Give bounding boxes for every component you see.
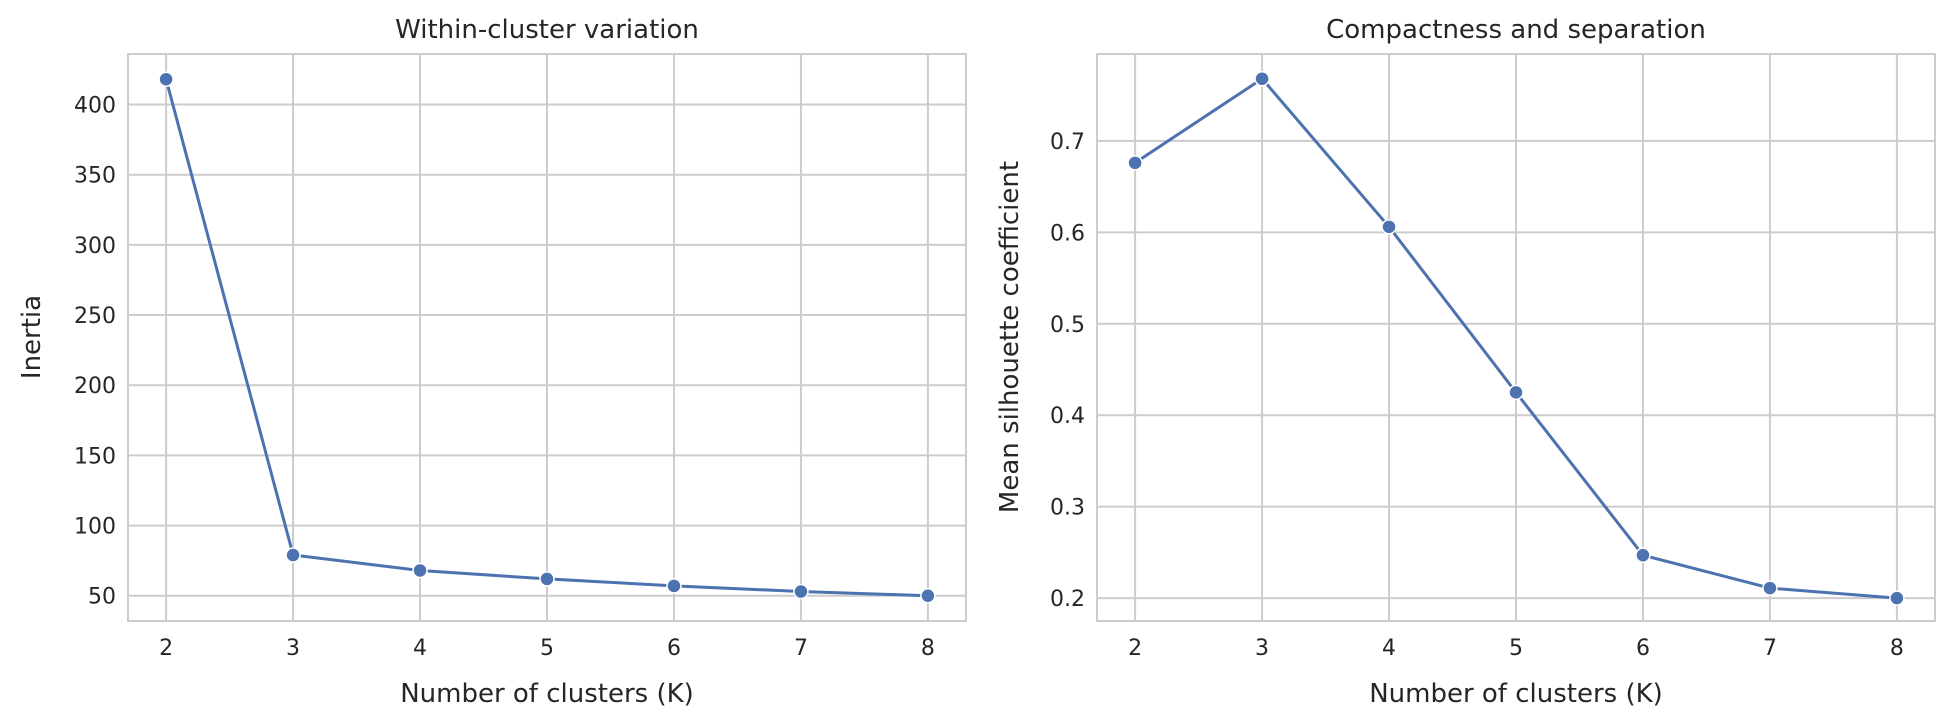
silhouette-x-tick-label: 4: [1382, 636, 1396, 661]
inertia-chart-title: Within-cluster variation: [395, 15, 699, 45]
silhouette-x-tick-label: 2: [1128, 636, 1142, 661]
inertia-grid: [128, 54, 966, 621]
silhouette-data-point: [1762, 580, 1778, 596]
inertia-x-tick-label: 6: [667, 636, 681, 661]
inertia-y-tick-label: 300: [74, 234, 116, 259]
inertia-y-tick-label: 250: [74, 304, 116, 329]
inertia-data-point: [539, 571, 555, 587]
silhouette-y-tick-label: 0.2: [1050, 587, 1085, 612]
inertia-data-point: [666, 578, 682, 594]
silhouette-y-tick-label: 0.5: [1050, 313, 1085, 338]
inertia-y-tick-label: 100: [74, 515, 116, 540]
inertia-plot-frame: [127, 53, 967, 622]
silhouette-y-axis-label: Mean silhouette coefficient: [995, 161, 1025, 513]
inertia-data-point: [158, 71, 174, 88]
inertia-y-axis-label: Inertia: [17, 295, 47, 379]
silhouette-y-tick-label: 0.4: [1050, 404, 1085, 429]
silhouette-data-point: [1508, 384, 1524, 401]
silhouette-chart-title: Compactness and separation: [1326, 15, 1706, 45]
silhouette-x-tick-label: 7: [1763, 636, 1777, 661]
silhouette-chart-panel: Compactness and separation Number of clu…: [995, 15, 1936, 709]
silhouette-plot-frame: [1096, 53, 1936, 622]
silhouette-x-tick-label: 5: [1509, 636, 1523, 661]
inertia-y-tick-label: 400: [74, 94, 116, 119]
silhouette-x-tick-label: 6: [1636, 636, 1650, 661]
silhouette-y-tick-label: 0.7: [1050, 130, 1085, 155]
silhouette-data-point: [1127, 155, 1143, 171]
inertia-y-tick-label: 350: [74, 164, 116, 189]
inertia-data-point: [412, 562, 428, 579]
inertia-y-tick-label: 200: [74, 374, 116, 399]
silhouette-y-tick-label: 0.6: [1050, 221, 1085, 246]
silhouette-x-tick-label: 3: [1255, 636, 1269, 661]
inertia-x-tick-label: 3: [286, 636, 300, 661]
inertia-x-tick-label: 5: [540, 636, 554, 661]
inertia-x-tick-label: 7: [794, 636, 808, 661]
silhouette-data-point: [1381, 219, 1397, 235]
inertia-x-axis-label: Number of clusters (K): [400, 679, 694, 709]
inertia-y-tick-label: 150: [74, 444, 116, 469]
inertia-y-tick-label: 50: [88, 585, 116, 610]
silhouette-data-point: [1254, 70, 1270, 87]
inertia-x-tick-label: 4: [413, 636, 427, 661]
inertia-x-tick-label: 2: [159, 636, 173, 661]
silhouette-grid: [1097, 54, 1935, 621]
silhouette-data-point: [1635, 547, 1651, 563]
silhouette-x-tick-label: 8: [1890, 636, 1904, 661]
inertia-x-tick-label: 8: [921, 636, 935, 661]
silhouette-y-tick-label: 0.3: [1050, 496, 1085, 521]
inertia-chart-panel: Within-cluster variation Number of clust…: [17, 15, 967, 709]
inertia-data-point: [793, 583, 809, 600]
inertia-data-point: [920, 587, 936, 604]
silhouette-data-point: [1889, 590, 1905, 606]
inertia-data-point: [285, 547, 301, 563]
silhouette-x-axis-label: Number of clusters (K): [1369, 679, 1663, 709]
